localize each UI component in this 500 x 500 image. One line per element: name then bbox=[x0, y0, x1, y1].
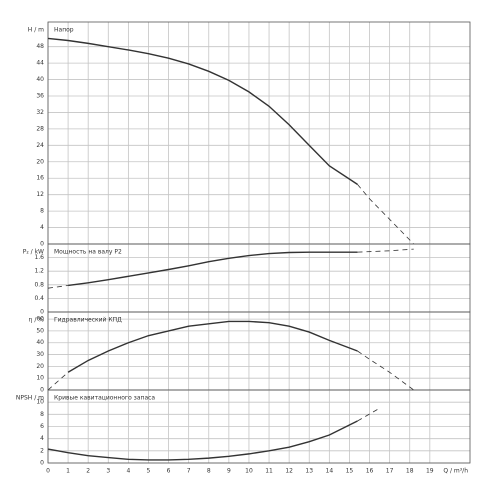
panel-title: Гидравлический КПД bbox=[54, 317, 122, 324]
y-tick-label: 6 bbox=[40, 423, 44, 430]
y-tick-label: 60 bbox=[36, 316, 44, 323]
y-tick-label: 28 bbox=[36, 125, 44, 132]
curve bbox=[357, 248, 414, 253]
y-tick-label: 40 bbox=[36, 76, 44, 83]
y-tick-label: 0.4 bbox=[34, 295, 44, 302]
y-tick-label: 12 bbox=[36, 191, 44, 198]
y-tick-label: 20 bbox=[36, 158, 44, 165]
x-tick-label: 16 bbox=[366, 468, 374, 475]
x-tick-label: 0 bbox=[46, 468, 50, 475]
curve bbox=[47, 371, 69, 391]
curve bbox=[357, 184, 415, 245]
x-tick-label: 2 bbox=[86, 468, 90, 475]
y-tick-label: 0 bbox=[40, 309, 44, 316]
plot-frame bbox=[47, 21, 471, 245]
y-tick-label: 24 bbox=[36, 142, 44, 149]
y-tick-label: 20 bbox=[36, 363, 44, 370]
curve bbox=[47, 37, 358, 185]
y-tick-label: 44 bbox=[36, 60, 44, 67]
x-tick-label: 6 bbox=[167, 468, 171, 475]
x-tick-label: 14 bbox=[326, 468, 334, 475]
y-axis-label: P₂ / kW bbox=[23, 249, 44, 256]
panel-title: Кривые кавитационного запаса bbox=[54, 395, 155, 402]
curve bbox=[357, 407, 380, 422]
x-axis-label: Q / m³/h bbox=[443, 468, 468, 475]
x-tick-label: 17 bbox=[386, 468, 394, 475]
y-tick-label: 0.8 bbox=[34, 281, 44, 288]
y-tick-label: 16 bbox=[36, 175, 44, 182]
x-tick-label: 18 bbox=[406, 468, 414, 475]
y-tick-label: 32 bbox=[36, 109, 44, 116]
x-tick-label: 7 bbox=[187, 468, 191, 475]
x-tick-label: 1 bbox=[66, 468, 70, 475]
y-tick-label: 0 bbox=[40, 387, 44, 394]
y-tick-label: 10 bbox=[36, 399, 44, 406]
y-tick-label: 4 bbox=[40, 224, 44, 231]
x-tick-label: 9 bbox=[227, 468, 231, 475]
y-axis-label: NPSH / m bbox=[16, 395, 44, 402]
curve bbox=[357, 350, 414, 391]
x-tick-label: 11 bbox=[265, 468, 273, 475]
x-tick-label: 10 bbox=[245, 468, 253, 475]
y-tick-label: 1.2 bbox=[34, 268, 44, 275]
panel-title: Напор bbox=[54, 27, 74, 34]
y-tick-label: 36 bbox=[36, 93, 44, 100]
x-tick-label: 4 bbox=[126, 468, 130, 475]
curve bbox=[67, 320, 358, 373]
x-tick-label: 15 bbox=[346, 468, 354, 475]
y-tick-label: 2 bbox=[40, 447, 44, 454]
x-tick-label: 13 bbox=[305, 468, 313, 475]
y-tick-label: 1.6 bbox=[34, 254, 44, 261]
panel-title: Мощность на валу P2 bbox=[54, 249, 122, 256]
x-tick-label: 5 bbox=[147, 468, 151, 475]
y-tick-label: 0 bbox=[40, 460, 44, 467]
y-tick-label: 8 bbox=[40, 411, 44, 418]
y-tick-label: 4 bbox=[40, 435, 44, 442]
x-tick-label: 3 bbox=[106, 468, 110, 475]
x-tick-label: 12 bbox=[285, 468, 293, 475]
y-tick-label: 0 bbox=[40, 241, 44, 248]
y-tick-label: 40 bbox=[36, 339, 44, 346]
curve bbox=[68, 251, 358, 287]
y-tick-label: 48 bbox=[36, 43, 44, 50]
curve bbox=[47, 285, 69, 289]
y-tick-label: 30 bbox=[36, 351, 44, 358]
plot-frame bbox=[47, 389, 471, 464]
x-tick-label: 19 bbox=[426, 468, 434, 475]
y-tick-label: 50 bbox=[36, 327, 44, 334]
y-tick-label: 10 bbox=[36, 375, 44, 382]
x-tick-label: 8 bbox=[207, 468, 211, 475]
y-tick-label: 8 bbox=[40, 208, 44, 215]
curve bbox=[47, 420, 358, 461]
y-axis-label: H / m bbox=[28, 27, 44, 34]
y-axis-label: η / % bbox=[29, 317, 45, 324]
